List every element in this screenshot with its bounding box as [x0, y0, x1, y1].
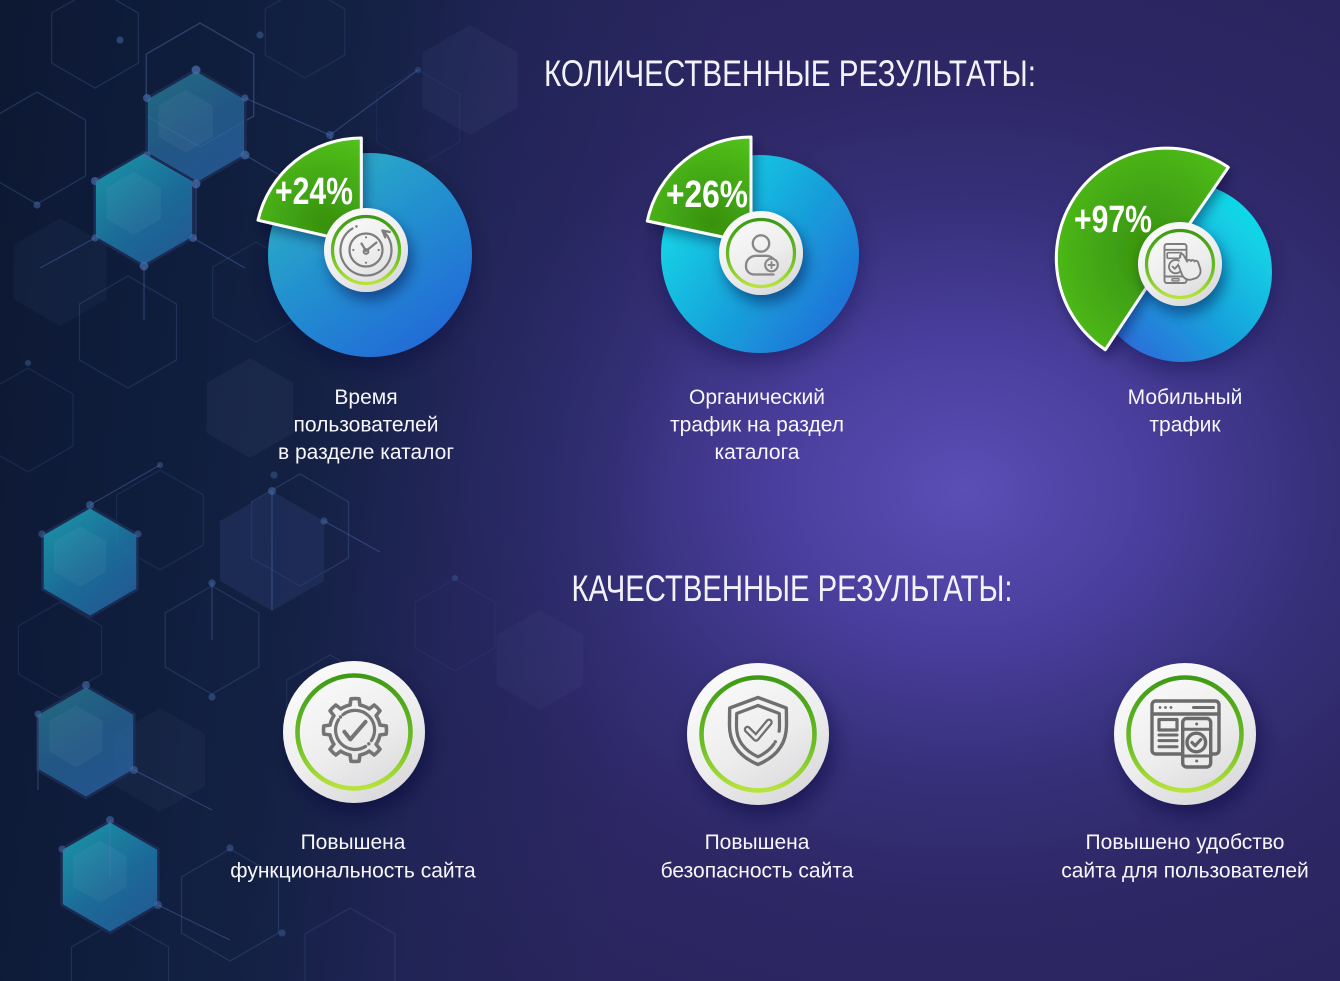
svg-text:КОЛИЧЕСТВЕННЫЕ РЕЗУЛЬТАТЫ:: КОЛИЧЕСТВЕННЫЕ РЕЗУЛЬТАТЫ:: [544, 53, 1036, 94]
svg-text:+24%: +24%: [275, 171, 353, 213]
svg-text:+26%: +26%: [666, 174, 748, 216]
svg-text:КАЧЕСТВЕННЫЕ РЕЗУЛЬТАТЫ:: КАЧЕСТВЕННЫЕ РЕЗУЛЬТАТЫ:: [572, 568, 1013, 609]
svg-text:+97%: +97%: [1074, 199, 1152, 241]
